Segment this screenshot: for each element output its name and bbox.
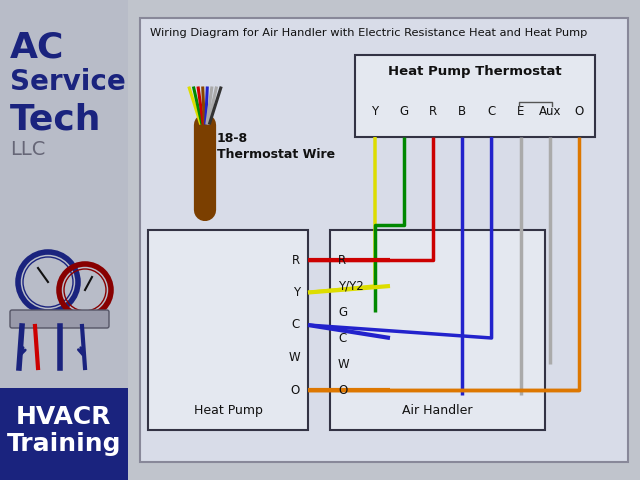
Text: LLC: LLC — [10, 140, 45, 159]
Text: AC: AC — [10, 30, 65, 64]
Text: Wiring Diagram for Air Handler with Electric Resistance Heat and Heat Pump: Wiring Diagram for Air Handler with Elec… — [150, 28, 588, 38]
Bar — [128, 0, 640, 480]
Bar — [140, 18, 628, 462]
Bar — [355, 55, 595, 137]
Text: O: O — [291, 384, 300, 396]
Text: Training: Training — [7, 432, 121, 456]
Text: O: O — [574, 105, 584, 118]
Text: E: E — [517, 105, 524, 118]
Bar — [148, 230, 308, 430]
Bar — [0, 388, 128, 480]
Text: Service: Service — [10, 68, 125, 96]
Bar — [0, 0, 128, 480]
Text: G: G — [338, 305, 347, 319]
Text: Y: Y — [371, 105, 379, 118]
Text: Heat Pump Thermostat: Heat Pump Thermostat — [388, 65, 562, 78]
Text: B: B — [458, 105, 467, 118]
Bar — [330, 230, 545, 430]
Text: R: R — [292, 253, 300, 266]
Text: R: R — [429, 105, 437, 118]
Text: 18-8: 18-8 — [217, 132, 248, 145]
Text: R: R — [338, 253, 346, 266]
Text: W: W — [289, 351, 300, 364]
Text: W: W — [338, 358, 349, 371]
Text: C: C — [338, 332, 346, 345]
Text: O: O — [338, 384, 348, 396]
Text: Aux: Aux — [539, 105, 561, 118]
Text: Air Handler: Air Handler — [403, 404, 473, 417]
Text: Heat Pump: Heat Pump — [193, 404, 262, 417]
Text: Y: Y — [293, 286, 300, 299]
Text: Thermostat Wire: Thermostat Wire — [217, 148, 335, 161]
Text: G: G — [399, 105, 409, 118]
Text: Y/Y2: Y/Y2 — [338, 279, 364, 292]
Text: HVACR: HVACR — [16, 405, 112, 429]
Text: C: C — [488, 105, 496, 118]
Text: Tech: Tech — [10, 102, 102, 136]
Text: C: C — [292, 319, 300, 332]
FancyBboxPatch shape — [10, 310, 109, 328]
